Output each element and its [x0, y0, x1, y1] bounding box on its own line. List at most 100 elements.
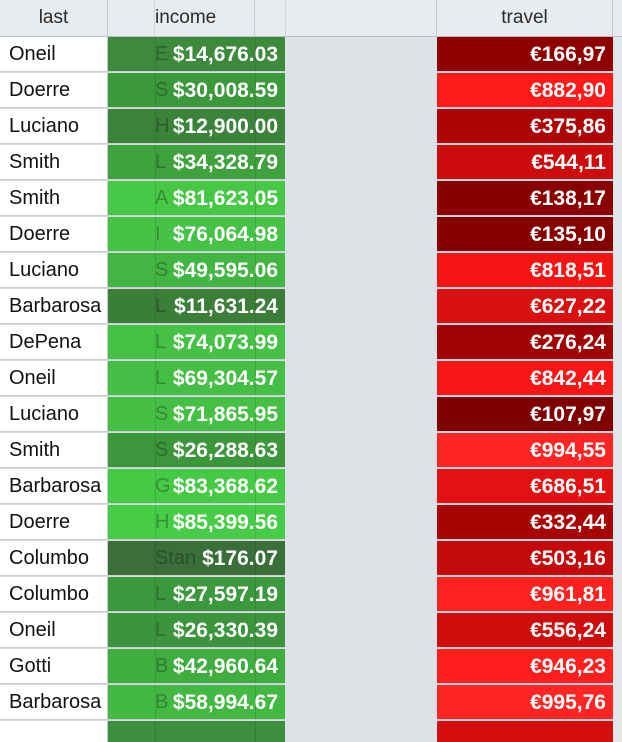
cell-last[interactable]: [0, 721, 108, 742]
cell-divider: [255, 325, 256, 359]
column-header-travel[interactable]: travel: [437, 0, 613, 36]
cell-divider: [255, 685, 256, 719]
cell-travel[interactable]: €503,16: [437, 541, 613, 576]
cell-income[interactable]: L $34,328.79: [108, 145, 285, 180]
cell-last[interactable]: Luciano: [0, 109, 108, 144]
cell-travel[interactable]: €627,22: [437, 289, 613, 324]
cell-last[interactable]: Oneil: [0, 37, 108, 72]
cell-last[interactable]: Columbo: [0, 577, 108, 612]
table-row[interactable]: Luciano S $49,595.06 €818,51: [0, 253, 622, 289]
cell-travel[interactable]: €166,97: [437, 37, 613, 72]
cell-income[interactable]: B $42,960.64: [108, 649, 285, 684]
table-row[interactable]: Doerre H $85,399.56 €332,44: [0, 505, 622, 541]
table-row[interactable]: Barbarosa B $58,994.67 €995,76: [0, 685, 622, 721]
cell-travel[interactable]: €882,90: [437, 73, 613, 108]
table-row[interactable]: Barbarosa L $11,631.24 €627,22: [0, 289, 622, 325]
cell-travel[interactable]: €107,97: [437, 397, 613, 432]
cell-travel[interactable]: €138,17: [437, 181, 613, 216]
table-row[interactable]: Oneil L $69,304.57 €842,44: [0, 361, 622, 397]
cell-blank: [285, 37, 437, 73]
grid-header: last income travel: [0, 0, 622, 37]
table-row[interactable]: Smith A $81,623.05 €138,17: [0, 181, 622, 217]
cell-income[interactable]: H $85,399.56: [108, 505, 285, 540]
table-row[interactable]: Oneil E $14,676.03 €166,97: [0, 37, 622, 73]
cell-last[interactable]: Columbo: [0, 541, 108, 576]
cell-last[interactable]: Gotti: [0, 649, 108, 684]
cell-income[interactable]: S $30,008.59: [108, 73, 285, 108]
cell-travel[interactable]: €276,24: [437, 325, 613, 360]
cell-income-underlay: H: [155, 115, 170, 137]
table-row[interactable]: Doerre S $30,008.59 €882,90: [0, 73, 622, 109]
cell-travel[interactable]: €375,86: [437, 109, 613, 144]
cell-income-underlay: L: [155, 151, 167, 173]
cell-income[interactable]: Stan $176.07: [108, 541, 285, 576]
cell-divider: [155, 289, 156, 323]
cell-travel[interactable]: €135,10: [437, 217, 613, 252]
cell-divider: [255, 73, 256, 107]
cell-income[interactable]: I $76,064.98: [108, 217, 285, 252]
table-row[interactable]: Columbo Stan $176.07 €503,16: [0, 541, 622, 577]
column-header-last[interactable]: last: [0, 0, 108, 36]
cell-travel[interactable]: €946,23: [437, 649, 613, 684]
cell-last[interactable]: Oneil: [0, 613, 108, 648]
cell-income[interactable]: H $12,900.00: [108, 109, 285, 144]
cell-last[interactable]: Doerre: [0, 73, 108, 108]
cell-income[interactable]: S $26,288.63: [108, 433, 285, 468]
table-row[interactable]: Barbarosa G $83,368.62 €686,51: [0, 469, 622, 505]
table-row[interactable]: Columbo L $27,597.19 €961,81: [0, 577, 622, 613]
cell-income[interactable]: E $14,676.03: [108, 37, 285, 72]
cell-travel[interactable]: €995,76: [437, 685, 613, 720]
cell-divider: [155, 37, 156, 71]
cell-divider: [255, 37, 256, 71]
cell-income[interactable]: G $83,368.62: [108, 469, 285, 504]
cell-divider: [255, 397, 256, 431]
table-row[interactable]: Luciano H $12,900.00 €375,86: [0, 109, 622, 145]
cell-last[interactable]: Smith: [0, 433, 108, 468]
cell-divider: [155, 649, 156, 683]
cell-income-underlay: E: [155, 43, 169, 65]
cell-income[interactable]: L $27,597.19: [108, 577, 285, 612]
cell-travel[interactable]: €818,51: [437, 253, 613, 288]
cell-last[interactable]: Luciano: [0, 253, 108, 288]
cell-income[interactable]: L $26,330.39: [108, 613, 285, 648]
cell-travel[interactable]: €556,24: [437, 613, 613, 648]
cell-last[interactable]: Smith: [0, 181, 108, 216]
cell-last[interactable]: Barbarosa: [0, 685, 108, 720]
cell-last[interactable]: Barbarosa: [0, 289, 108, 324]
cell-travel[interactable]: €994,55: [437, 433, 613, 468]
cell-last[interactable]: Luciano: [0, 397, 108, 432]
cell-income[interactable]: S $71,865.95: [108, 397, 285, 432]
cell-last[interactable]: Doerre: [0, 217, 108, 252]
cell-travel[interactable]: €544,11: [437, 145, 613, 180]
table-row[interactable]: Luciano S $71,865.95 €107,97: [0, 397, 622, 433]
cell-travel[interactable]: €686,51: [437, 469, 613, 504]
cell-travel[interactable]: €332,44: [437, 505, 613, 540]
cell-last[interactable]: DePena: [0, 325, 108, 360]
table-row[interactable]: Gotti B $42,960.64 €946,23: [0, 649, 622, 685]
table-row[interactable]: Doerre I $76,064.98 €135,10: [0, 217, 622, 253]
table-row[interactable]: Oneil L $26,330.39 €556,24: [0, 613, 622, 649]
table-row[interactable]: DePena L $74,073.99 €276,24: [0, 325, 622, 361]
cell-last[interactable]: Doerre: [0, 505, 108, 540]
cell-divider: [155, 577, 156, 611]
cell-travel[interactable]: €842,44: [437, 361, 613, 396]
cell-income[interactable]: S $49,595.06: [108, 253, 285, 288]
cell-last[interactable]: Smith: [0, 145, 108, 180]
table-row[interactable]: Smith L $34,328.79 €544,11: [0, 145, 622, 181]
cell-travel[interactable]: [437, 721, 613, 742]
column-header-income[interactable]: income: [155, 0, 255, 36]
cell-income[interactable]: A $81,623.05: [108, 181, 285, 216]
cell-income[interactable]: [108, 721, 285, 742]
cell-divider: [155, 541, 156, 575]
cell-income-underlay: S: [155, 439, 169, 461]
cell-last[interactable]: Oneil: [0, 361, 108, 396]
cell-income[interactable]: L $69,304.57: [108, 361, 285, 396]
cell-income[interactable]: L $11,631.24: [108, 289, 285, 324]
table-row[interactable]: [0, 721, 622, 742]
table-row[interactable]: Smith S $26,288.63 €994,55: [0, 433, 622, 469]
cell-travel[interactable]: €961,81: [437, 577, 613, 612]
cell-last[interactable]: Barbarosa: [0, 469, 108, 504]
cell-income[interactable]: B $58,994.67: [108, 685, 285, 720]
cell-divider: [255, 181, 256, 215]
cell-income[interactable]: L $74,073.99: [108, 325, 285, 360]
